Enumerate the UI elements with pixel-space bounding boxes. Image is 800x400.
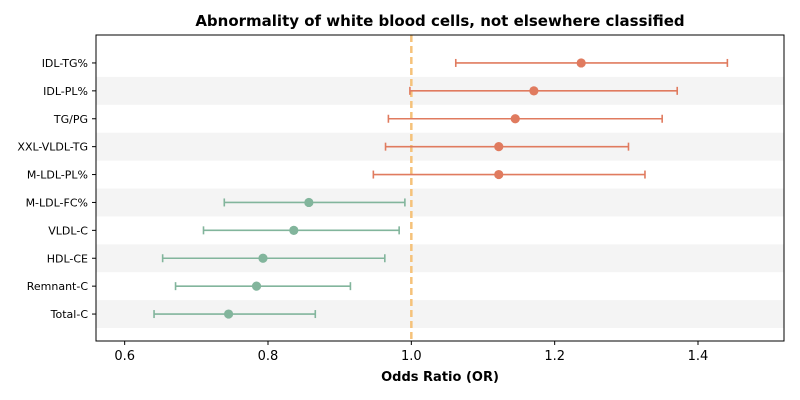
y-tick-label: Total-C <box>50 308 89 321</box>
row-band <box>96 188 784 217</box>
point-estimate <box>576 58 586 68</box>
y-tick-labels: IDL-TG% IDL-PL% TG/PG XXL-VLDL-TG M-LDL-PL% M… <box>17 57 96 321</box>
point-estimate <box>304 197 314 208</box>
point-estimate <box>251 281 262 291</box>
point-estimate <box>289 225 299 235</box>
x-axis-label: Odds Ratio (OR) <box>381 370 499 385</box>
estimate-marks <box>153 58 729 319</box>
point-estimate <box>258 253 268 263</box>
point-estimate <box>494 142 504 152</box>
x-tick-label: 1.4 <box>688 349 709 364</box>
x-tick-label: 1.0 <box>401 349 422 364</box>
y-tick-label: IDL-TG% <box>42 57 88 70</box>
row-bands <box>96 76 784 328</box>
y-tick-label: M-LDL-PL% <box>27 169 88 182</box>
x-tick-label: 0.8 <box>258 349 279 364</box>
y-tick-label: VLDL-C <box>48 224 88 237</box>
x-tick-label: 0.6 <box>114 349 135 364</box>
point-estimate <box>494 169 504 180</box>
y-tick-label: HDL-CE <box>47 252 88 265</box>
point-estimate <box>529 86 539 96</box>
point-estimate <box>510 114 520 124</box>
plot-frame <box>95 34 785 342</box>
y-tick-label: TG/PG <box>53 113 88 126</box>
y-tick-label: Remnant-C <box>27 280 89 293</box>
x-tick-label: 1.2 <box>544 349 565 364</box>
y-tick-label: M-LDL-FC% <box>26 196 88 209</box>
axes <box>95 34 785 342</box>
point-estimate <box>223 309 234 319</box>
x-tick-labels: 0.6 0.8 1.0 1.2 1.4 <box>114 341 708 364</box>
y-tick-label: IDL-PL% <box>43 85 88 98</box>
y-tick-label: XXL-VLDL-TG <box>17 141 88 154</box>
chart-title: Abnormality of white blood cells, not el… <box>195 12 684 30</box>
